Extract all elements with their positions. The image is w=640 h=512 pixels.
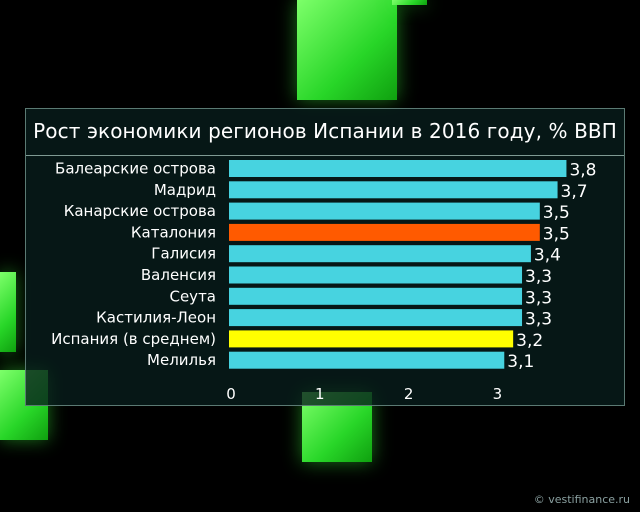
value-label: 3,5	[543, 203, 570, 223]
bar	[229, 287, 523, 305]
value-label: 3,3	[525, 267, 552, 287]
decorative-cube-left-upper	[0, 272, 16, 352]
category-label: Балеарские острова	[55, 160, 216, 178]
x-tick-label: 1	[315, 385, 325, 403]
category-label: Испания (в среднем)	[51, 330, 216, 348]
value-label: 3,1	[507, 352, 534, 372]
chart-panel: Рост экономики регионов Испании в 2016 г…	[25, 108, 625, 406]
x-tick-label: 3	[493, 385, 503, 403]
category-label: Каталония	[131, 223, 216, 241]
value-label: 3,3	[525, 310, 552, 330]
value-label: 3,2	[516, 331, 543, 351]
bar	[229, 351, 505, 369]
bar	[229, 266, 523, 284]
decorative-cube-top-small	[392, 0, 427, 5]
x-tick-label: 0	[226, 385, 236, 403]
x-tick-label: 2	[404, 385, 414, 403]
value-label: 3,7	[561, 182, 588, 202]
category-label: Мелилья	[147, 351, 216, 369]
watermark: © vestifinance.ru	[533, 493, 630, 506]
value-label: 3,5	[543, 224, 570, 244]
value-label: 3,8	[569, 161, 596, 181]
chart-title: Рост экономики регионов Испании в 2016 г…	[33, 119, 617, 143]
category-label: Сеута	[169, 287, 216, 305]
category-label: Кастилия-Леон	[96, 309, 216, 327]
category-label: Мадрид	[154, 181, 216, 199]
category-label: Канарские острова	[64, 202, 216, 220]
bar	[229, 181, 558, 199]
title-divider	[26, 155, 624, 156]
bar	[229, 330, 514, 348]
bar-chart: Балеарские острова 3,8 Мадрид 3,7 Канарские …	[51, 160, 596, 404]
category-label: Галисия	[151, 245, 216, 263]
bar	[229, 202, 540, 220]
decorative-cube-top	[297, 0, 397, 100]
value-label: 3,4	[534, 246, 561, 266]
value-label: 3,3	[525, 288, 552, 308]
bar	[229, 160, 567, 177]
bar	[229, 309, 523, 327]
bar	[229, 245, 531, 263]
bar	[229, 223, 540, 241]
category-label: Валенсия	[141, 266, 216, 284]
